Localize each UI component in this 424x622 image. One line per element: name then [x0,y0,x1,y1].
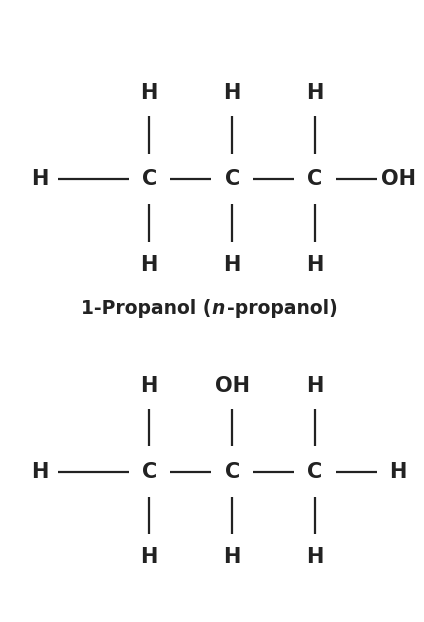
Text: C: C [225,169,240,189]
Text: H: H [307,547,324,567]
Text: C: C [307,462,323,481]
Text: H: H [389,462,407,481]
Text: H: H [223,254,241,274]
Text: C: C [142,169,157,189]
Text: OH: OH [215,376,250,396]
Text: H: H [141,83,158,103]
Text: H: H [307,254,324,274]
Text: H: H [141,547,158,567]
Text: H: H [31,462,48,481]
Text: n: n [212,299,225,318]
Text: -propanol): -propanol) [227,299,338,318]
Text: H: H [223,83,241,103]
Text: C: C [225,462,240,481]
Text: H: H [307,83,324,103]
Text: C: C [142,462,157,481]
Text: C: C [307,169,323,189]
Text: H: H [141,376,158,396]
Text: 1-Propanol (: 1-Propanol ( [81,299,212,318]
Text: H: H [307,376,324,396]
Text: H: H [223,547,241,567]
Text: H: H [141,254,158,274]
Text: H: H [31,169,48,189]
Text: OH: OH [380,169,416,189]
